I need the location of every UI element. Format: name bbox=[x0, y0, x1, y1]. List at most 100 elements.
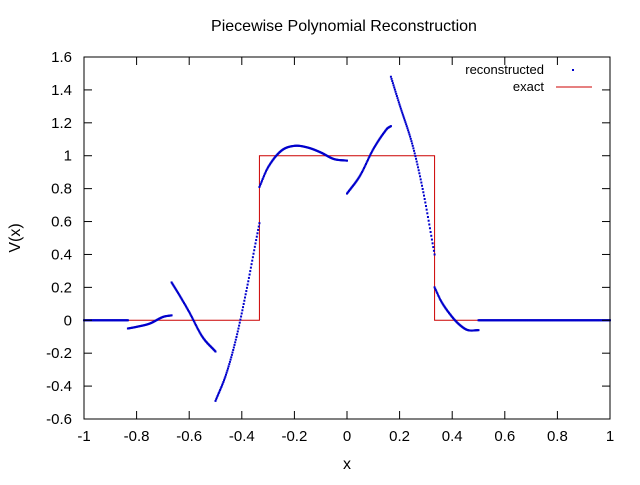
reconstructed-point bbox=[376, 140, 379, 143]
reconstructed-point bbox=[183, 301, 186, 304]
reconstructed-point bbox=[403, 119, 406, 122]
reconstructed-point bbox=[242, 306, 245, 309]
reconstructed-point bbox=[430, 234, 433, 237]
reconstructed-point bbox=[438, 296, 441, 299]
reconstructed-point bbox=[224, 373, 227, 376]
reconstructed-point bbox=[227, 365, 230, 368]
reconstructed-point bbox=[361, 169, 364, 172]
reconstructed-point bbox=[221, 384, 224, 387]
reconstructed-point bbox=[398, 103, 401, 106]
reconstructed-point bbox=[399, 107, 402, 110]
exact-series bbox=[84, 155, 610, 321]
reconstructed-point bbox=[372, 148, 375, 151]
reconstructed-point bbox=[257, 225, 260, 228]
reconstructed-point bbox=[440, 301, 443, 304]
reconstructed-point bbox=[433, 253, 436, 256]
reconstructed-point bbox=[252, 252, 255, 255]
reconstructed-point bbox=[364, 164, 367, 167]
reconstructed-point bbox=[196, 327, 199, 330]
reconstructed-point bbox=[194, 322, 197, 325]
reconstructed-point bbox=[223, 377, 226, 380]
reconstructed-point bbox=[126, 319, 129, 322]
reconstructed-point bbox=[404, 121, 407, 124]
reconstructed-point bbox=[244, 296, 246, 299]
reconstructed-point bbox=[415, 157, 418, 160]
reconstructed-point bbox=[236, 333, 239, 336]
reconstructed-point bbox=[362, 168, 365, 171]
reconstructed-point bbox=[250, 263, 253, 266]
reconstructed-point bbox=[183, 303, 186, 306]
reconstructed-point bbox=[261, 178, 264, 181]
reconstructed-point bbox=[172, 284, 175, 287]
reconstructed-point bbox=[258, 222, 261, 225]
reconstructed-point bbox=[411, 142, 414, 145]
reconstructed-point bbox=[391, 82, 394, 85]
reconstructed-point bbox=[255, 235, 258, 238]
reconstructed-point bbox=[175, 289, 178, 292]
reconstructed-point bbox=[267, 165, 270, 168]
reconstructed-point bbox=[359, 173, 362, 176]
reconstructed-point bbox=[194, 324, 197, 327]
reconstructed-point bbox=[170, 314, 173, 317]
reconstructed-point bbox=[187, 310, 190, 313]
chart-title: Piecewise Polynomial Reconstruction bbox=[211, 18, 477, 35]
reconstructed-point bbox=[374, 144, 377, 147]
reconstructed-point bbox=[179, 295, 182, 298]
y-tick-label: 0.6 bbox=[51, 214, 72, 231]
reconstructed-point bbox=[240, 315, 243, 318]
reconstructed-point bbox=[221, 382, 224, 385]
reconstructed-point bbox=[243, 299, 246, 302]
reconstructed-point bbox=[200, 333, 203, 336]
reconstructed-point bbox=[368, 154, 371, 157]
reconstructed-point bbox=[268, 163, 271, 166]
reconstructed-point bbox=[402, 115, 405, 118]
reconstructed-point bbox=[438, 297, 441, 300]
reconstructed-point bbox=[263, 174, 266, 177]
reconstructed-point bbox=[266, 166, 269, 169]
reconstructed-point bbox=[368, 155, 371, 158]
x-tick-label: -0.2 bbox=[281, 428, 307, 445]
x-tick-label: 0.8 bbox=[547, 428, 568, 445]
reconstructed-point bbox=[407, 131, 410, 134]
reconstructed-point bbox=[397, 101, 400, 104]
reconstructed-point bbox=[223, 379, 226, 382]
reconstructed-point bbox=[228, 360, 231, 363]
reconstructed-point bbox=[249, 266, 252, 269]
y-tick-label: 0.2 bbox=[51, 279, 72, 296]
reconstructed-point bbox=[260, 181, 263, 184]
reconstructed-point bbox=[241, 309, 244, 312]
reconstructed-point bbox=[198, 330, 201, 333]
reconstructed-point bbox=[174, 287, 177, 290]
reconstructed-point bbox=[173, 285, 176, 288]
reconstructed-point bbox=[413, 152, 416, 155]
reconstructed-point bbox=[373, 146, 376, 149]
reconstructed-point bbox=[226, 367, 229, 370]
reconstructed-point bbox=[224, 375, 227, 378]
reconstructed-point bbox=[192, 320, 195, 323]
reconstructed-point bbox=[423, 194, 425, 197]
reconstructed-point bbox=[253, 245, 256, 248]
reconstructed-point bbox=[235, 335, 238, 338]
reconstructed-point bbox=[425, 208, 428, 211]
x-axis-ticks: -1 -0.8 -0.6 -0.4 -0.2 0 0.2 0.4 0.6 0.8 1 bbox=[77, 57, 614, 445]
reconstructed-point bbox=[262, 176, 265, 179]
reconstructed-point bbox=[410, 140, 413, 143]
reconstructed-point bbox=[423, 198, 426, 200]
reconstructed-point bbox=[263, 173, 266, 176]
reconstructed-point bbox=[256, 232, 259, 235]
reconstructed-point bbox=[390, 77, 393, 80]
reconstructed-point bbox=[178, 294, 181, 297]
reconstructed-point bbox=[420, 181, 423, 184]
reconstructed-point bbox=[233, 343, 236, 346]
reconstructed-point bbox=[192, 318, 195, 321]
reconstructed-point bbox=[246, 283, 249, 286]
reconstructed-point bbox=[370, 150, 373, 153]
reconstructed-point bbox=[437, 294, 440, 297]
y-tick-label: 0 bbox=[64, 312, 72, 329]
y-tick-label: -0.2 bbox=[46, 345, 72, 362]
reconstructed-point bbox=[175, 288, 178, 291]
reconstructed-point bbox=[186, 308, 189, 311]
reconstructed-point bbox=[433, 286, 436, 289]
